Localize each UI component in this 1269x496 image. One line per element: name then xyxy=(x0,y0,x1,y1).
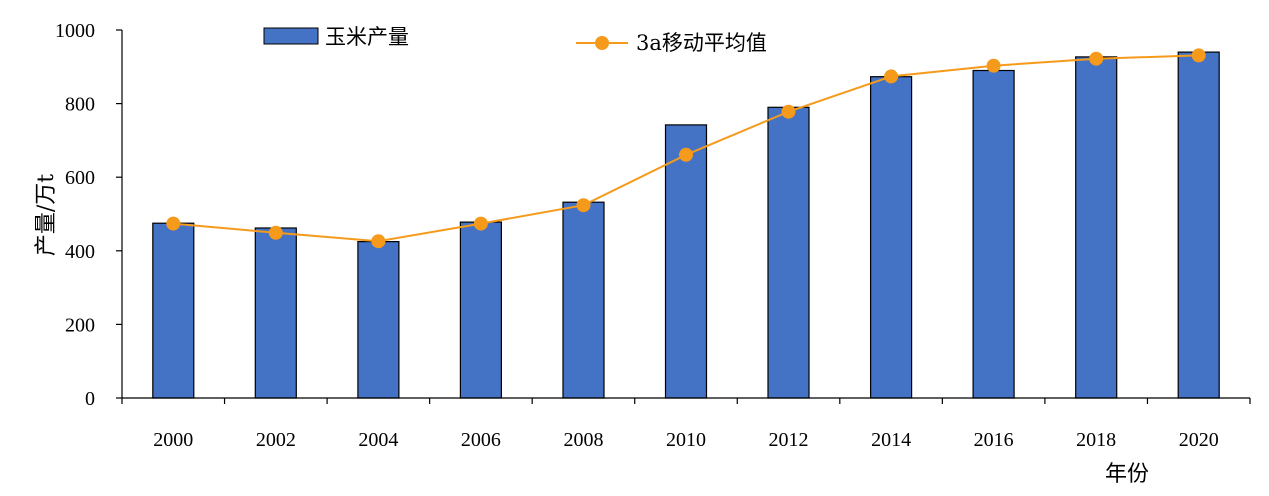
line-point-2002 xyxy=(268,225,283,240)
line-point-2006 xyxy=(473,216,488,231)
x-axis-title: 年份 xyxy=(1105,462,1149,487)
y-tick-label: 1000 xyxy=(55,20,95,42)
x-tick-label: 2006 xyxy=(461,429,501,451)
bar-2008 xyxy=(562,201,605,399)
x-tick-label: 2010 xyxy=(666,429,706,451)
x-tick-label: 2004 xyxy=(358,429,398,451)
x-tick-label: 2018 xyxy=(1076,429,1116,451)
x-tick-label: 2008 xyxy=(563,429,603,451)
x-tick-label: 2020 xyxy=(1179,429,1219,451)
x-tick-label: 2012 xyxy=(769,429,809,451)
y-axis-title: 产量/万t xyxy=(34,174,59,256)
bar-2006 xyxy=(459,221,502,399)
bar-2014 xyxy=(869,76,913,399)
bar-2002 xyxy=(254,227,297,399)
legend-label-line: 3a移动平均值 xyxy=(636,31,767,55)
bar-2010 xyxy=(664,124,708,399)
y-tick-label: 200 xyxy=(65,314,95,336)
bar-2016 xyxy=(972,69,1015,399)
axes xyxy=(116,29,1251,404)
line-point-2000 xyxy=(166,216,181,231)
x-tick-label: 2014 xyxy=(871,429,911,451)
bar-2020 xyxy=(1177,51,1220,399)
legend-swatch-bar xyxy=(263,27,319,45)
line-point-2008 xyxy=(576,198,591,213)
y-tick-label: 600 xyxy=(65,167,95,189)
bar-series-corn-output xyxy=(152,51,1220,399)
bar-2004 xyxy=(357,241,400,399)
x-tick-label: 2000 xyxy=(153,429,193,451)
line-point-2018 xyxy=(1089,51,1104,66)
legend-swatch-marker xyxy=(595,36,609,50)
legend-label-bar: 玉米产量 xyxy=(325,25,409,49)
bar-2000 xyxy=(152,222,195,399)
line-point-2016 xyxy=(986,58,1001,73)
bar-2018 xyxy=(1075,56,1118,399)
bar-2012 xyxy=(767,106,810,399)
tick-labels: 0 200 400 600 800 1000 2000 2002 2004 2006 2008 201… xyxy=(55,20,1219,451)
line-series-moving-average xyxy=(166,48,1206,249)
line-point-2014 xyxy=(884,69,899,84)
line-point-2012 xyxy=(781,104,796,119)
y-tick-label: 400 xyxy=(65,241,95,263)
x-tick-label: 2002 xyxy=(256,429,296,451)
line-point-2004 xyxy=(371,234,386,249)
y-tick-label: 0 xyxy=(85,388,95,410)
y-tick-label: 800 xyxy=(65,94,95,116)
x-tick-label: 2016 xyxy=(974,429,1014,451)
line-point-2020 xyxy=(1191,48,1206,63)
legend: 玉米产量 3a移动平均值 xyxy=(263,25,767,55)
line-point-2010 xyxy=(679,147,693,162)
